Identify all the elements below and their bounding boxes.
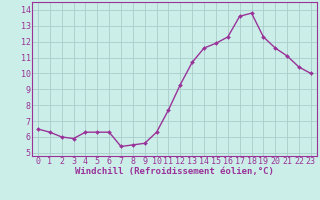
X-axis label: Windchill (Refroidissement éolien,°C): Windchill (Refroidissement éolien,°C) <box>75 167 274 176</box>
